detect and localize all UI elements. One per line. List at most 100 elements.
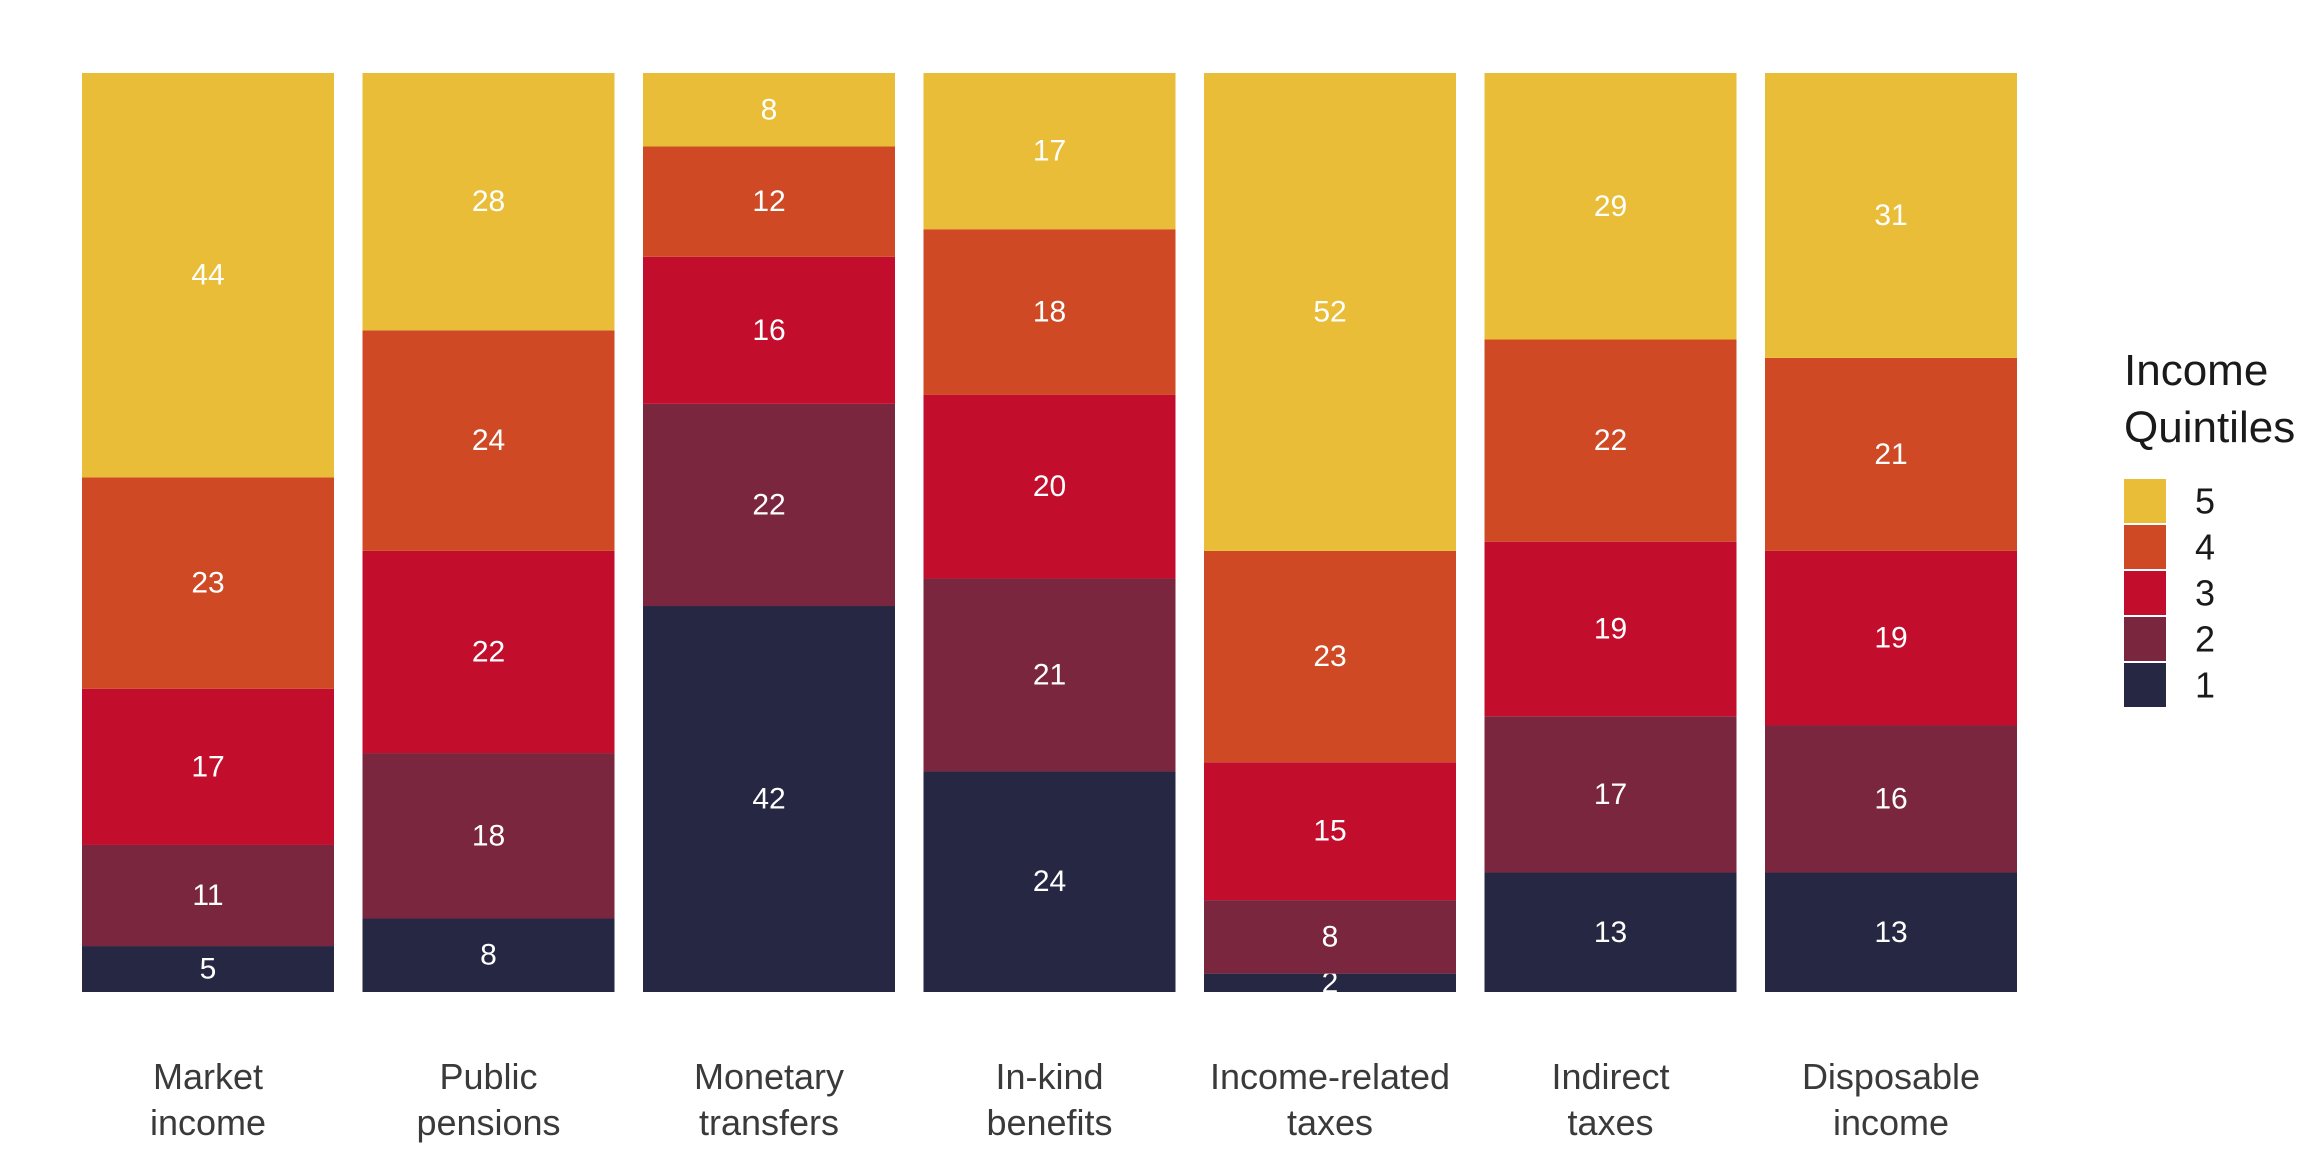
bar-stack-1: 8 18 22 24 28	[362, 73, 615, 992]
category-label-line: Indirect	[1551, 1056, 1669, 1097]
data-label: 28	[472, 185, 505, 218]
data-label: 13	[1594, 916, 1627, 949]
legend-swatch	[2124, 617, 2166, 661]
data-label: 2	[1322, 966, 1339, 999]
bar-segment-q4	[1204, 550, 1456, 763]
legend-label: 1	[2195, 665, 2215, 706]
category-label: Income-related taxes	[1210, 1056, 1450, 1143]
legend: Income Quintiles 5 4 3 2 1	[2124, 346, 2295, 707]
category-label-line: transfers	[699, 1102, 839, 1143]
category-label-line: benefits	[986, 1102, 1112, 1143]
bar-segment-q2	[1765, 725, 2017, 873]
data-label: 17	[191, 750, 224, 783]
legend-item-q2: 2	[2124, 617, 2215, 661]
data-label: 11	[192, 879, 223, 912]
bar-segment-q4	[82, 477, 334, 689]
bar-segment-q3	[643, 256, 895, 404]
legend-swatch	[2124, 663, 2166, 707]
legend-swatch	[2124, 571, 2166, 615]
bar-segment-q3	[1484, 541, 1737, 717]
data-label: 8	[761, 93, 778, 126]
bar-segment-q3	[1204, 762, 1456, 901]
data-label: 8	[1322, 920, 1339, 953]
legend-item-q1: 1	[2124, 663, 2215, 707]
bar-stack-0: 5 11 17 23 44	[82, 73, 334, 992]
legend-label: 3	[2195, 573, 2215, 614]
legend-item-q4: 4	[2124, 525, 2215, 569]
data-label: 19	[1594, 612, 1627, 645]
bar-segment-q5	[82, 73, 334, 478]
bars-layer: 5111723448182224284222161282421201817281…	[82, 73, 2017, 999]
data-label: 22	[1594, 424, 1627, 457]
bar-segment-q2	[82, 844, 334, 947]
category-label-line: Market	[153, 1056, 263, 1097]
data-label: 18	[1033, 295, 1066, 328]
category-label-line: Monetary	[694, 1056, 844, 1097]
data-label: 24	[1033, 865, 1066, 898]
category-label-line: pensions	[416, 1102, 560, 1143]
bar-stack-4: 2 8 15 23 52	[1204, 73, 1456, 999]
bar-segment-q3	[1765, 550, 2017, 726]
category-label: Indirect taxes	[1551, 1056, 1669, 1143]
bar-segment-q2	[923, 578, 1176, 772]
data-label: 15	[1313, 815, 1346, 848]
category-label-line: income	[1833, 1102, 1949, 1143]
bar-segment-q5	[923, 73, 1176, 230]
legend-swatch	[2124, 479, 2166, 523]
data-label: 22	[472, 635, 505, 668]
data-label: 8	[480, 939, 497, 972]
data-label: 19	[1874, 622, 1907, 655]
data-label: 21	[1033, 658, 1066, 691]
data-label: 12	[752, 185, 785, 218]
legend-swatch	[2124, 525, 2166, 569]
legend-item-q5: 5	[2124, 479, 2215, 523]
bar-segment-q3	[923, 394, 1176, 579]
data-label: 52	[1313, 295, 1346, 328]
legend-label: 5	[2195, 481, 2215, 522]
bar-segment-q1	[923, 771, 1176, 992]
bar-segment-q1	[1204, 973, 1456, 992]
legend-title: Income Quintiles	[2124, 346, 2295, 452]
category-label-line: Income-related	[1210, 1056, 1450, 1097]
legend-item-q3: 3	[2124, 571, 2215, 615]
bar-segment-q2	[1484, 716, 1737, 873]
bar-segment-q4	[362, 330, 615, 551]
bar-stack-3: 24 21 20 18 17	[923, 73, 1176, 992]
bar-segment-q2	[643, 403, 895, 607]
category-label-line: Public	[439, 1056, 537, 1097]
bar-segment-q5	[362, 73, 615, 331]
data-label: 29	[1594, 190, 1627, 223]
data-label: 22	[752, 488, 785, 521]
data-label: 17	[1033, 135, 1066, 168]
category-label: In-kind benefits	[986, 1056, 1112, 1143]
bar-segment-q3	[82, 688, 334, 845]
data-label: 23	[191, 567, 224, 600]
bar-segment-q1	[362, 918, 615, 992]
bar-segment-q2	[362, 753, 615, 919]
data-label: 13	[1874, 916, 1907, 949]
bar-segment-q1	[1484, 872, 1737, 992]
data-label: 31	[1874, 199, 1907, 232]
legend-title-line: Quintiles	[2124, 403, 2295, 452]
bar-stack-6: 13 16 19 21 31	[1765, 73, 2017, 992]
category-label: Market income	[150, 1056, 266, 1143]
category-label-line: taxes	[1287, 1102, 1373, 1143]
data-label: 20	[1033, 470, 1066, 503]
category-label-line: In-kind	[995, 1056, 1103, 1097]
category-label-line: Disposable	[1802, 1056, 1980, 1097]
category-label: Public pensions	[416, 1056, 560, 1143]
bar-segment-q1	[643, 606, 895, 992]
data-label: 21	[1874, 438, 1907, 471]
bar-segment-q4	[1484, 339, 1737, 542]
bar-segment-q4	[923, 229, 1176, 395]
bar-segment-q2	[1204, 900, 1456, 974]
category-label: Monetary transfers	[694, 1056, 844, 1143]
data-label: 42	[752, 783, 785, 816]
data-label: 18	[472, 819, 505, 852]
bar-segment-q5	[1765, 73, 2017, 358]
bar-segment-q5	[643, 73, 895, 147]
data-label: 23	[1313, 640, 1346, 673]
data-label: 24	[472, 424, 505, 457]
